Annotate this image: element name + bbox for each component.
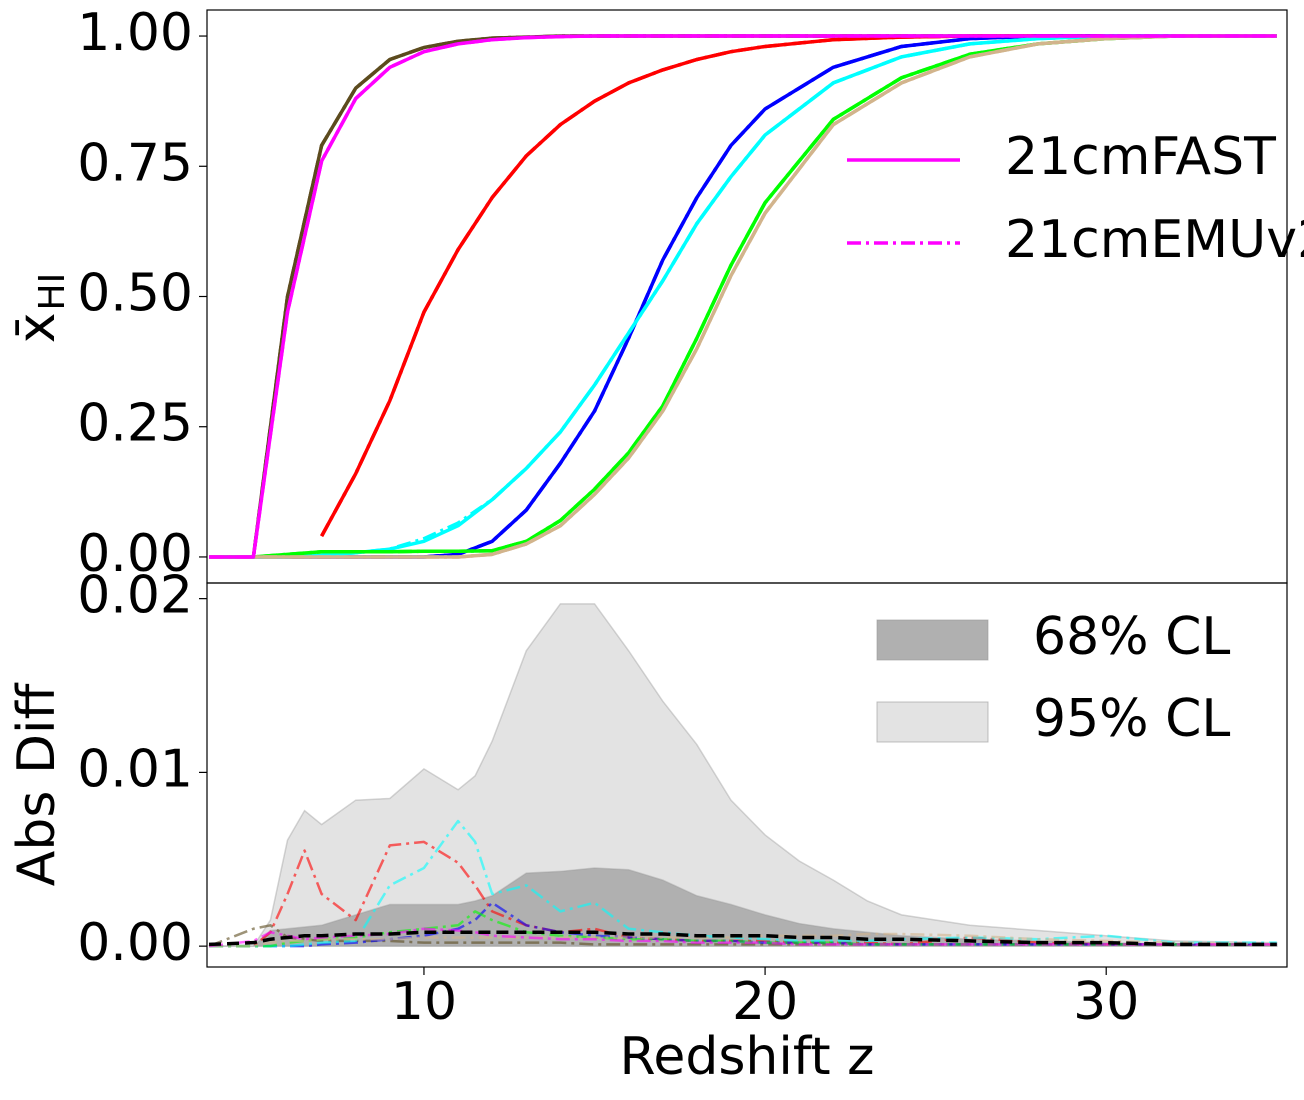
y-tick-label: 0.50: [77, 264, 193, 324]
confidence-band: [209, 867, 1278, 947]
data-line: [209, 34, 1277, 559]
data-line: [209, 34, 1277, 559]
legend-label: 95% CL: [1033, 689, 1230, 749]
y-tick-label: 0.00: [77, 913, 193, 973]
data-line: [209, 34, 1277, 559]
legend-swatch: [876, 701, 989, 743]
y-tick-label: 0.75: [77, 133, 193, 193]
data-line: [209, 34, 1277, 559]
y-tick-label: 0.25: [77, 394, 193, 454]
y-axis-label-sub: HI: [32, 273, 73, 311]
y-tick-label: 0.00: [77, 524, 193, 584]
y-tick-label: 1.00: [77, 3, 193, 63]
x-tick-label: 10: [391, 972, 457, 1032]
data-line: [209, 34, 1277, 559]
axes-frame: [206, 582, 1288, 968]
x-tick-label: 30: [1073, 972, 1139, 1032]
x-axis-label: Redshift z: [620, 1027, 875, 1087]
y-axis-label-main: x̄: [7, 313, 67, 344]
data-line: [209, 34, 1277, 559]
y-axis-label-main: Abs Diff: [7, 683, 67, 887]
y-axis-label: x̄HI: [7, 273, 73, 343]
data-line: [209, 34, 1277, 559]
plot-area: [208, 603, 1278, 948]
data-line: [209, 34, 1277, 559]
data-line: [209, 34, 1277, 559]
legend-label: 21cmEMUv2: [1005, 210, 1304, 270]
legend-swatch: [876, 619, 989, 661]
data-line: [209, 819, 1277, 948]
data-line: [209, 34, 1277, 559]
y-axis-label: Abs Diff: [7, 683, 67, 887]
data-line: [209, 34, 1277, 559]
data-line: [209, 840, 1277, 948]
data-line: [208, 927, 1277, 948]
data-line: [209, 901, 1277, 948]
plot-area: [209, 34, 1277, 559]
data-line: [209, 34, 1277, 559]
y-tick-label: 0.01: [77, 739, 193, 799]
axes-frame: [206, 9, 1288, 584]
legend-label: 21cmFAST: [1005, 127, 1276, 187]
x-tick-label: 20: [732, 972, 798, 1032]
y-tick-label: 0.02: [77, 566, 193, 626]
data-line: [208, 930, 1277, 947]
data-line: [209, 932, 1277, 948]
legend-label: 68% CL: [1033, 607, 1230, 667]
